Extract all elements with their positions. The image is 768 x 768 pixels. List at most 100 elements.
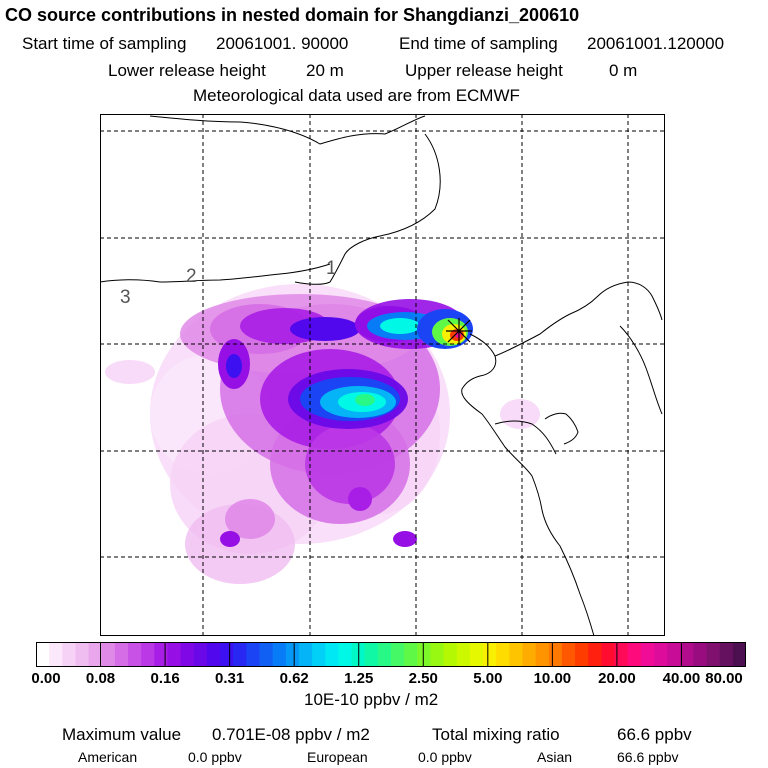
concentration-cell: [355, 394, 375, 406]
end-time-label: End time of sampling: [399, 34, 558, 53]
colorbar-tick-label: 0.08: [85, 670, 116, 687]
colorbar-segment: [167, 642, 182, 667]
map-frame: [100, 114, 665, 636]
colorbar-tick-label: 1.25: [344, 670, 374, 687]
colorbar-segment: [338, 642, 353, 667]
colorbar-segment: [653, 642, 668, 667]
colorbar-segment: [522, 642, 537, 667]
colorbar-segment: [246, 642, 261, 667]
colorbar-segment: [128, 642, 142, 667]
upper-release-label: Upper release height: [405, 61, 563, 80]
colorbar-units: 10E-10 ppbv / m2: [304, 690, 439, 709]
colorbar-segment: [443, 642, 458, 667]
colorbar-tick-label: 80.00: [705, 670, 743, 687]
colorbar-segment: [548, 642, 563, 667]
colorbar-segment: [404, 642, 418, 667]
colorbar-segment: [114, 642, 129, 667]
gridlines: [100, 114, 665, 636]
lower-release-value: 20 m: [306, 61, 344, 80]
colorbar-tick-label: 40.00: [662, 670, 701, 687]
concentration-field: [105, 284, 540, 584]
upper-release-value: 0 m: [609, 61, 638, 80]
colorbar: [36, 642, 746, 667]
colorbar-segment: [627, 642, 642, 667]
colorbar-segment: [141, 642, 155, 667]
colorbar-segment: [154, 642, 169, 667]
colorbar-segment: [49, 642, 63, 667]
total-mixing-label: Total mixing ratio: [432, 725, 560, 744]
colorbar-segment: [680, 642, 695, 667]
colorbar-segment: [496, 642, 510, 667]
concentration-cell: [348, 487, 372, 511]
plot-title: CO source contributions in nested domain…: [5, 5, 580, 25]
colorbar-segment: [732, 642, 746, 667]
colorbar-segment: [88, 642, 103, 667]
american-label: American: [78, 749, 138, 765]
concentration-cell: [220, 531, 240, 547]
lower-release-label: Lower release height: [108, 61, 266, 80]
asian-value: 66.6 ppbv: [617, 749, 679, 765]
coastline-japan: [619, 325, 663, 415]
start-time-value: 20061001. 90000: [216, 34, 349, 53]
concentration-cell: [290, 317, 360, 341]
colorbar-segment: [272, 642, 287, 667]
coastline-korea-south: [544, 412, 579, 445]
receptor-marker: [446, 318, 472, 344]
region-label-1: 1: [326, 258, 337, 279]
colorbar-segment: [377, 642, 392, 667]
colorbar-tick-label: 5.00: [473, 670, 503, 687]
colorbar-segment: [206, 642, 221, 667]
concentration-cell: [105, 360, 155, 384]
colorbar-segment: [285, 642, 300, 667]
end-time-value: 20061001.120000: [587, 34, 725, 53]
colorbar-tick-label: 2.50: [408, 670, 438, 687]
colorbar-segment: [588, 642, 602, 667]
concentration-cell: [226, 354, 242, 378]
colorbar-segment: [233, 642, 247, 667]
colorbar-segment: [391, 642, 405, 667]
colorbar-segment: [483, 642, 497, 667]
colorbar-segment: [220, 642, 234, 667]
colorbar-tick-label: 0.62: [279, 670, 309, 687]
region-label-3: 3: [120, 287, 131, 308]
colorbar-tick-label: 0.31: [215, 670, 245, 687]
coastlines: [100, 115, 663, 636]
source-contribution-map: 1 2 3: [100, 114, 665, 636]
colorbar-tick-label: 0.16: [150, 670, 180, 687]
colorbar-segment: [62, 642, 77, 667]
colorbar-segment: [312, 642, 326, 667]
colorbar-segment: [180, 642, 195, 667]
colorbar-tick-label: 20.00: [598, 670, 636, 687]
colorbar-segment: [535, 642, 550, 667]
concentration-cell: [500, 399, 540, 429]
max-value: 0.701E-08 ppbv / m2: [212, 725, 370, 744]
european-value: 0.0 ppbv: [418, 749, 472, 765]
colorbar-tick-label: 0.00: [31, 670, 61, 687]
concentration-cell: [305, 424, 395, 504]
concentration-cell: [225, 499, 275, 539]
colorbar-segment: [101, 642, 116, 667]
colorbar-segment: [430, 642, 445, 667]
american-value: 0.0 ppbv: [188, 749, 242, 765]
colorbar-segment: [193, 642, 208, 667]
colorbar-segment: [601, 642, 616, 667]
coastline-north-east: [294, 133, 441, 285]
colorbar-segment: [561, 642, 576, 667]
colorbar-segment: [456, 642, 471, 667]
colorbar-segment: [298, 642, 313, 667]
coastline-korea: [494, 281, 663, 357]
concentration-cell: [380, 318, 420, 334]
colorbar-segment: [614, 642, 629, 667]
coastline-bohai-south: [494, 420, 557, 455]
colorbar-segment: [575, 642, 589, 667]
colorbar-segment: [259, 642, 274, 667]
colorbar-segment: [417, 642, 432, 667]
colorbar-segment: [325, 642, 340, 667]
max-value-label: Maximum value: [62, 725, 182, 744]
colorbar-segment: [75, 642, 90, 667]
concentration-cell: [393, 531, 417, 547]
colorbar-segment: [719, 642, 734, 667]
colorbar-segment: [469, 642, 484, 667]
european-label: European: [307, 749, 368, 765]
colorbar-segment: [640, 642, 655, 667]
